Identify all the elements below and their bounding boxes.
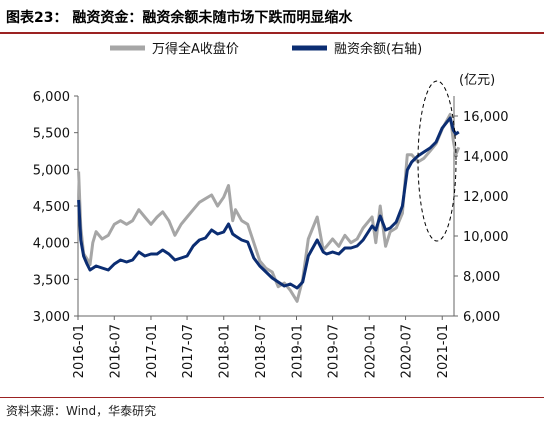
x-tick-label: 2017-01 — [145, 324, 160, 378]
y-right-tick-label: 16,000 — [463, 110, 509, 125]
axes: 3,000 3,500 4,000 4,500 5,000 5,500 6,000 6,000… — [33, 90, 509, 378]
y-right-tick-label: 8,000 — [463, 270, 500, 285]
series-line-margin — [77, 116, 460, 290]
legend-label-margin: 融资余额(右轴) — [334, 41, 422, 57]
series-layer — [77, 112, 461, 303]
y-left-tick-label: 6,000 — [33, 90, 70, 105]
x-tick-label: 2020-07 — [400, 324, 415, 378]
y-left-tick-label: 4,000 — [33, 237, 70, 252]
series-line-index — [77, 112, 461, 303]
y-right-tick-label: 14,000 — [463, 150, 509, 165]
chart: 万得全A收盘价 融资余额(右轴) (亿元) 3,000 3,500 4,000 4,5… — [33, 41, 509, 378]
x-tick-label: 2018-07 — [254, 324, 269, 378]
legend: 万得全A收盘价 融资余额(右轴) — [110, 41, 422, 57]
y-right-tick-label: 6,000 — [463, 310, 500, 325]
x-tick-label: 2021-01 — [436, 324, 451, 378]
y-left-tick-label: 5,000 — [33, 163, 70, 178]
x-tick-label: 2017-07 — [181, 324, 196, 378]
bottom-rule — [0, 397, 544, 398]
x-tick-label: 2019-07 — [327, 324, 342, 378]
y-left-tick-label: 4,500 — [33, 200, 70, 215]
legend-label-index: 万得全A收盘价 — [152, 41, 239, 57]
y-left-tick-label: 3,000 — [33, 310, 70, 325]
highlight-ellipse — [417, 80, 457, 242]
x-tick-label: 2018-01 — [218, 324, 233, 378]
title-bar: 图表23： 融资资金：融资余额未随市场下跌而明显缩水 — [0, 0, 544, 32]
source-note: 资料来源：Wind，华泰研究 — [6, 404, 157, 418]
y-left-tick-label: 3,500 — [33, 273, 70, 288]
x-tick-label: 2019-01 — [291, 324, 306, 378]
title-rule — [0, 32, 544, 34]
chart-title: 图表23： 融资资金：融资余额未随市场下跌而明显缩水 — [6, 10, 353, 26]
x-tick-label: 2016-01 — [72, 324, 87, 378]
right-axis-unit: (亿元) — [459, 73, 495, 88]
x-tick-label: 2020-01 — [363, 324, 378, 378]
x-tick-label: 2016-07 — [108, 324, 123, 378]
y-right-tick-label: 12,000 — [463, 190, 509, 205]
y-left-tick-label: 5,500 — [33, 127, 70, 142]
y-right-tick-label: 10,000 — [463, 230, 509, 245]
